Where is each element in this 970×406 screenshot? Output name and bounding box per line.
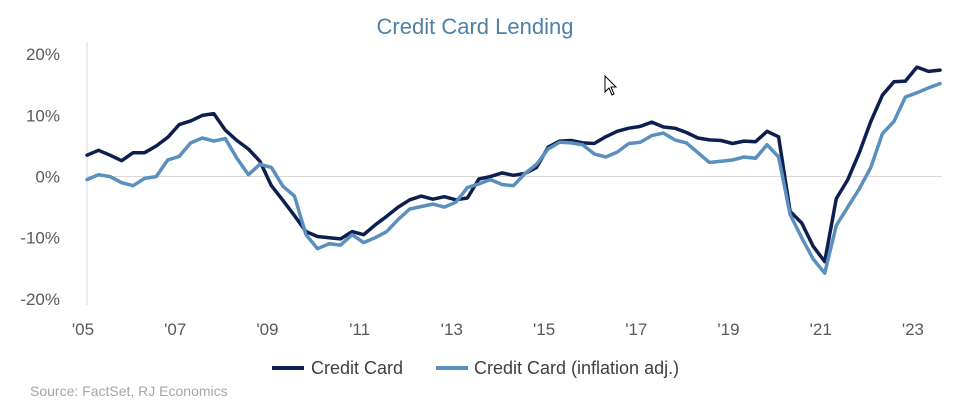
x-tick-label: '21 [810, 320, 832, 339]
x-tick-label: '15 [533, 320, 555, 339]
y-tick-label: 0% [35, 168, 60, 187]
x-tick-label: '05 [72, 320, 94, 339]
y-axis-ticks: 20% 10% 0% -10% -20% [20, 45, 60, 309]
source-note: Source: FactSet, RJ Economics [30, 383, 228, 399]
mouse-cursor-icon [604, 74, 618, 96]
x-tick-label: '13 [441, 320, 463, 339]
x-tick-label: '23 [902, 320, 924, 339]
y-tick-label: 20% [26, 45, 60, 64]
legend: Credit Card Credit Card (inflation adj.) [272, 358, 679, 378]
series-lines [85, 65, 942, 275]
series-line-credit-card-inflation-adj [85, 81, 942, 275]
x-tick-label: '17 [625, 320, 647, 339]
x-tick-label: '11 [349, 320, 370, 339]
x-tick-label: '09 [256, 320, 278, 339]
series-line-credit-card [85, 65, 942, 264]
legend-label-credit-card: Credit Card [311, 358, 403, 378]
x-axis-ticks: '05 '07 '09 '11 '13 '15 '17 '19 '21 '23 [72, 320, 924, 339]
y-tick-label: -10% [20, 229, 60, 248]
legend-label-credit-card-inflation-adj: Credit Card (inflation adj.) [474, 358, 679, 378]
y-tick-label: 10% [26, 106, 60, 125]
chart-title: Credit Card Lending [377, 14, 574, 39]
x-tick-label: '19 [717, 320, 739, 339]
x-tick-label: '07 [164, 320, 186, 339]
y-tick-label: -20% [20, 290, 60, 309]
